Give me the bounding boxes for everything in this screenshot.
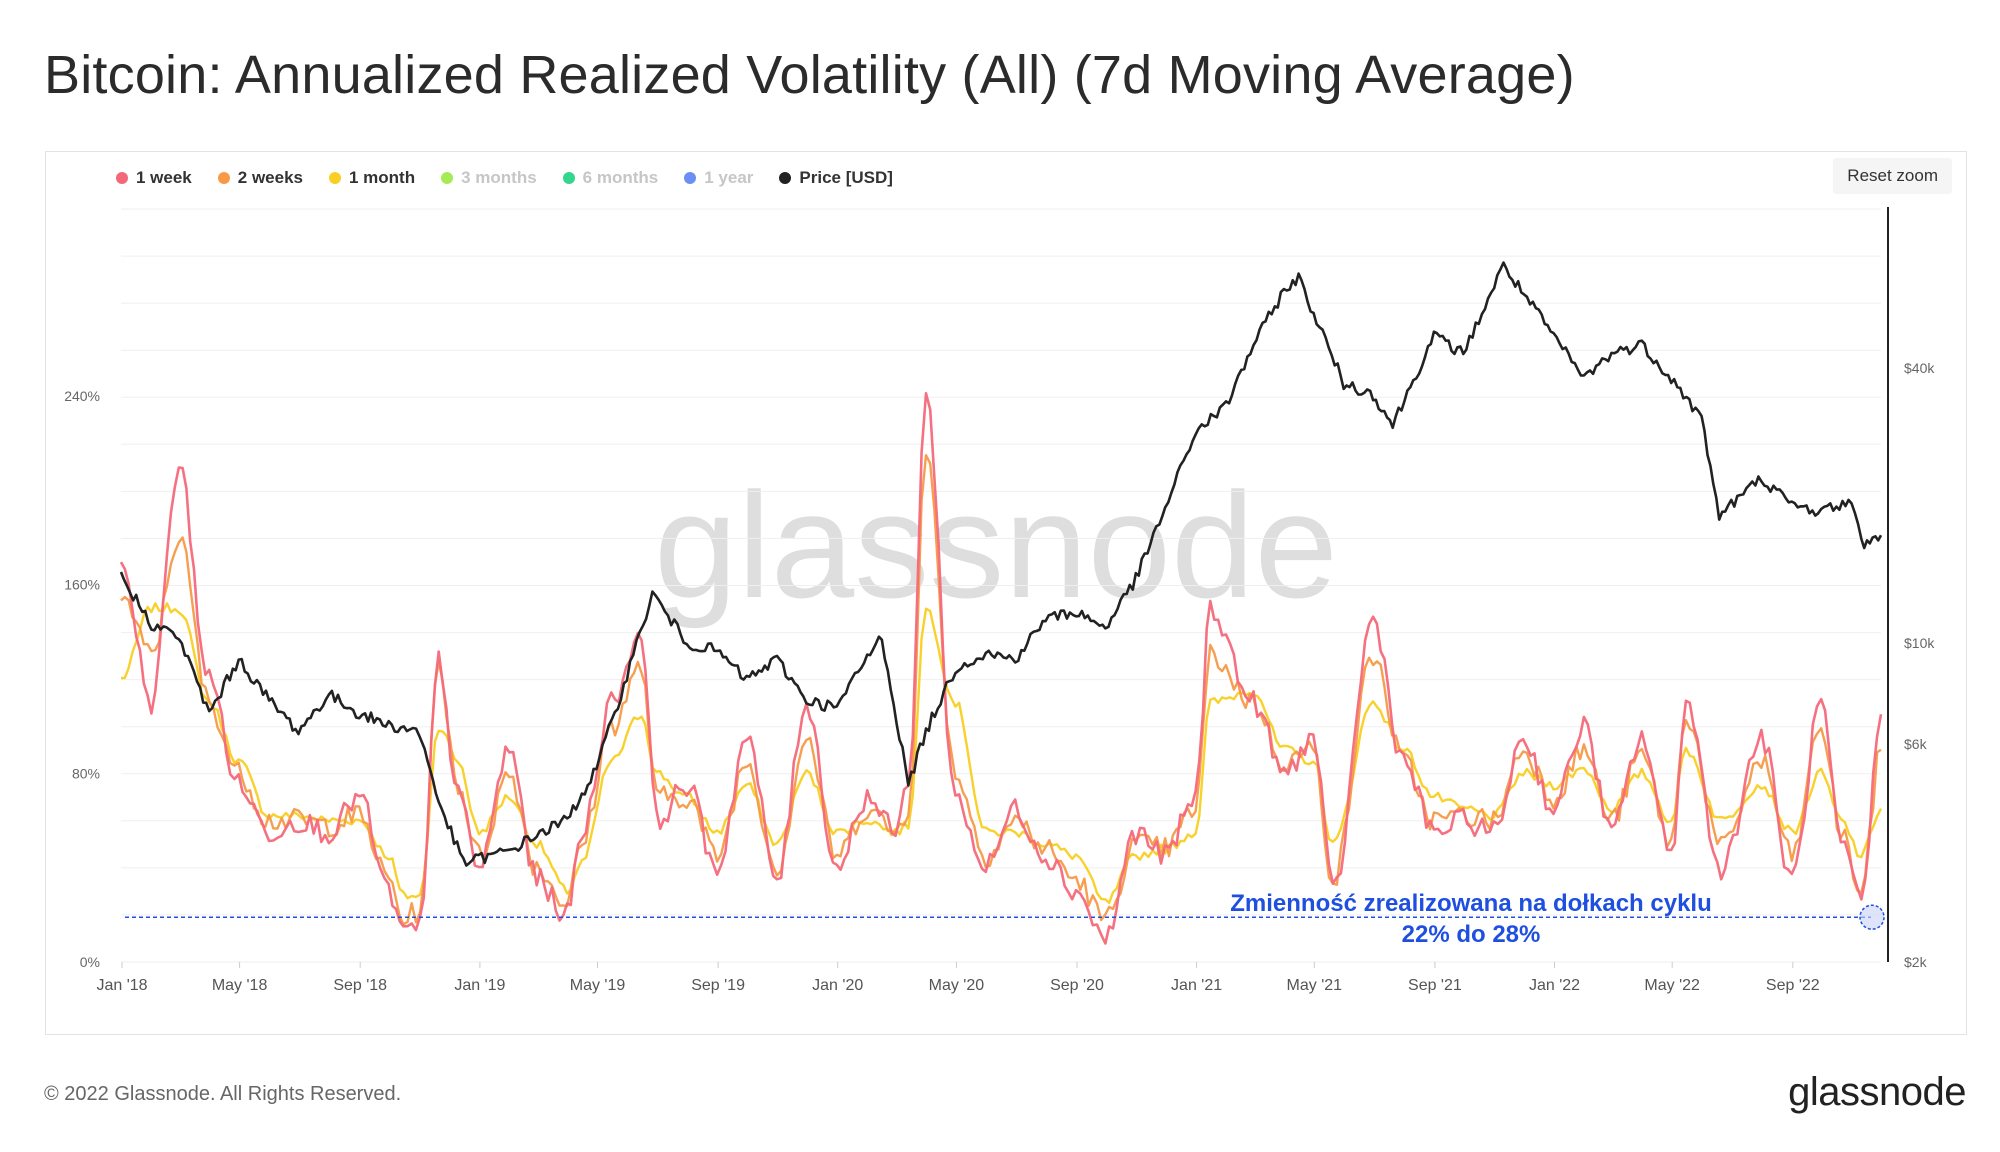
legend-label: Price [USD]: [799, 168, 893, 187]
y-axis-left: 0% 80% 160% 240%: [64, 388, 100, 970]
y-left-tick-label: 0%: [80, 954, 100, 970]
legend-item-1-month[interactable]: 1 month: [329, 168, 415, 188]
legend-label: 1 month: [349, 168, 416, 187]
x-tick-label: May '18: [212, 977, 268, 994]
legend-label: 1 week: [136, 168, 192, 187]
legend-item-price-usd[interactable]: Price [USD]: [779, 168, 893, 188]
legend-dot-icon: [562, 172, 575, 184]
grid-lines: [121, 208, 1881, 963]
x-tick-label: Sep '22: [1766, 977, 1820, 994]
legend-label: 6 months: [582, 168, 659, 187]
series-group: [119, 261, 1883, 945]
x-tick-label: May '19: [570, 977, 626, 994]
reset-zoom-button[interactable]: Reset zoom: [1833, 158, 1952, 194]
x-tick-label: May '21: [1287, 977, 1343, 994]
x-tick-label: Sep '19: [691, 977, 745, 994]
annotation-group: Zmienność zrealizowana na dołkach cyklu 2…: [125, 890, 1885, 948]
legend-dot-icon: [779, 172, 792, 184]
legend-dot-icon: [116, 172, 128, 184]
x-tick-label: Jan '20: [812, 977, 863, 994]
x-tick-label: Jan '18: [96, 977, 147, 994]
x-tick-label: Sep '21: [1408, 977, 1462, 994]
x-tick-label: Jan '22: [1529, 977, 1580, 994]
annotation-line-2: 22% do 28%: [1402, 921, 1541, 948]
x-axis: Jan '18 May '18 Sep '18 Jan '19 May '19 Sep '…: [96, 962, 1820, 994]
y-right-tick-label: $40k: [1904, 360, 1935, 376]
y-right-tick-label: $2k: [1904, 954, 1928, 970]
legend-dot-icon: [217, 172, 230, 184]
cycle-bottom-marker-icon: [1859, 904, 1885, 930]
x-tick-label: May '20: [929, 977, 985, 994]
legend-label: 2 weeks: [237, 168, 303, 187]
y-left-tick-label: 240%: [64, 388, 100, 404]
x-tick-label: Jan '19: [454, 977, 505, 994]
y-right-tick-label: $10k: [1904, 635, 1935, 651]
y-axis-right: $2k $6k $10k $40k: [1887, 207, 1935, 970]
legend-item-1-year[interactable]: 1 year: [684, 168, 753, 188]
x-tick-label: May '22: [1644, 977, 1700, 994]
page-title: Bitcoin: Annualized Realized Volatility …: [44, 45, 1575, 105]
series-line-1-month: [120, 602, 1883, 905]
legend-item-3-months[interactable]: 3 months: [441, 168, 537, 188]
footer-copyright: © 2022 Glassnode. All Rights Reserved.: [44, 1083, 402, 1105]
x-tick-label: Jan '21: [1171, 977, 1222, 994]
legend-item-2-weeks[interactable]: 2 weeks: [217, 168, 303, 188]
annotation-line-1: Zmienność zrealizowana na dołkach cyklu: [1230, 890, 1712, 917]
glassnode-logo: glassnode: [1788, 1070, 1966, 1114]
legend-dot-icon: [329, 172, 341, 184]
legend-dot-icon: [441, 172, 454, 184]
series-line-1-week: [119, 392, 1883, 945]
y-left-tick-label: 80%: [72, 765, 100, 781]
watermark: glassnode: [654, 461, 1338, 629]
x-tick-label: Sep '18: [333, 977, 387, 994]
chart-svg: glassnode Jan '18 May '18 Sep '18 Jan '19 Ma…: [64, 207, 1935, 994]
x-tick-label: Sep '20: [1050, 977, 1104, 994]
chart-frame: 1 week 2 weeks 1 month 3 months 6 months 1 ye…: [45, 151, 1967, 1035]
legend-item-1-week[interactable]: 1 week: [116, 168, 192, 188]
chart-legend: 1 week 2 weeks 1 month 3 months 6 months 1 ye…: [116, 168, 893, 188]
legend-label: 1 year: [704, 168, 754, 187]
series-line-price-usd: [119, 261, 1883, 867]
y-right-tick-label: $6k: [1904, 736, 1928, 752]
y-left-tick-label: 160%: [64, 577, 100, 593]
legend-label: 3 months: [461, 168, 537, 187]
legend-item-6-months[interactable]: 6 months: [562, 168, 659, 188]
legend-dot-icon: [684, 172, 697, 184]
